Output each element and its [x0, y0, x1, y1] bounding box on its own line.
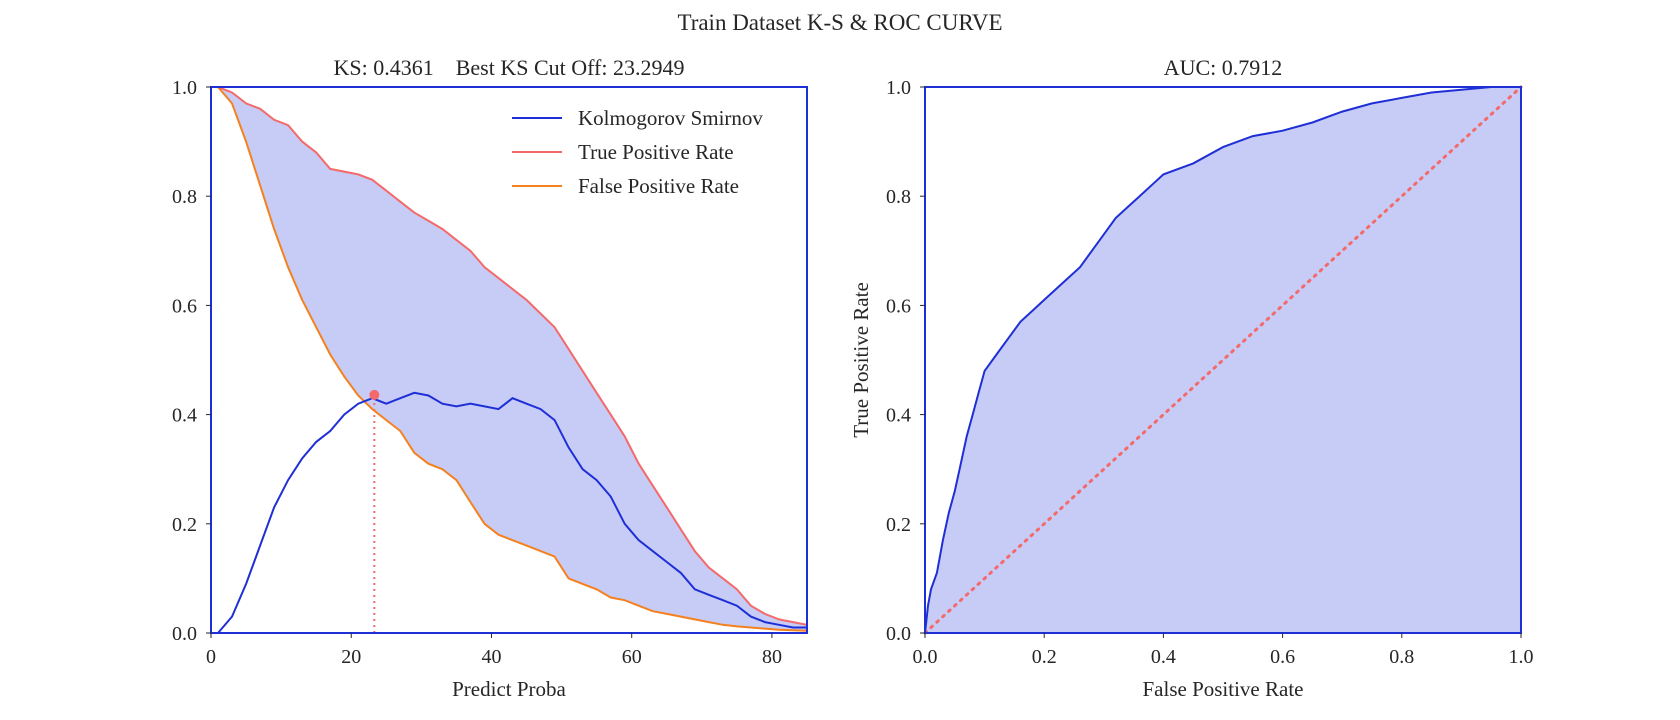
true-positive-rate-line [217, 86, 808, 626]
roc-y-tick-label: 0.0 [886, 623, 911, 645]
false-positive-rate-line [217, 86, 808, 632]
roc-plot-frame [924, 86, 1522, 634]
ks-fill-layer [218, 87, 807, 631]
ks-chart-title: KS: 0.4361 Best KS Cut Off: 23.2949 [333, 55, 684, 80]
roc-x-axis-label: False Positive Rate [1143, 677, 1304, 701]
roc-chart-title: AUC: 0.7912 [1164, 55, 1283, 80]
legend-entry: Kolmogorov Smirnov [578, 106, 763, 130]
roc-y-tick-label: 0.2 [886, 514, 911, 536]
ks-y-tick-label: 0.6 [172, 295, 197, 317]
tpr-fpr-fill-area [218, 87, 807, 631]
roc-y-tick-label: 1.0 [886, 77, 911, 99]
best-ks-marker [369, 389, 380, 400]
ks-y-tick-label: 0.8 [172, 186, 197, 208]
ks-y-tick-label: 0.4 [172, 405, 197, 427]
figure-suptitle: Train Dataset K-S & ROC CURVE [677, 10, 1002, 35]
roc-x-tick-label: 0.4 [1151, 646, 1176, 668]
ks-x-tick-label: 20 [341, 646, 361, 668]
roc-chart-panel: AUC: 0.7912 0.0 0.2 0.4 0.6 0.8 1.0 0.0 0.2 0.4… [849, 55, 1534, 701]
ks-y-tick-label: 1.0 [172, 77, 197, 99]
ks-x-tick-label: 0 [206, 646, 216, 668]
roc-y-tick-label: 0.8 [886, 186, 911, 208]
ks-plot-frame [210, 86, 808, 634]
roc-y-axis-label: True Positive Rate [849, 282, 873, 438]
ks-y-tick-label: 0.0 [172, 623, 197, 645]
ks-chart-panel: KS: 0.4361 Best KS Cut Off: 23.2949 0 20 4… [172, 55, 808, 701]
roc-x-tick-label: 0.8 [1389, 646, 1414, 668]
roc-x-tick-label: 1.0 [1509, 646, 1534, 668]
roc-x-tick-label: 0.6 [1270, 646, 1295, 668]
ks-x-axis-label: Predict Proba [452, 677, 566, 701]
ks-lines-layer [217, 86, 808, 634]
ks-legend: Kolmogorov Smirnov True Positive Rate Fals… [512, 106, 763, 198]
legend-entry: True Positive Rate [578, 140, 734, 164]
roc-lines-layer [923, 85, 1523, 635]
roc-curve-line [924, 86, 1521, 634]
random-diagonal-line [923, 85, 1523, 635]
ks-x-ticks: 0 20 40 60 80 [206, 633, 782, 668]
roc-x-tick-label: 0.2 [1032, 646, 1057, 668]
roc-x-tick-label: 0.0 [913, 646, 938, 668]
ks-y-tick-label: 0.2 [172, 514, 197, 536]
ks-y-ticks: 0.0 0.2 0.4 0.6 0.8 1.0 [172, 77, 211, 645]
ks-x-tick-label: 60 [622, 646, 642, 668]
kolmogorov-smirnov-line [217, 391, 807, 634]
roc-y-ticks: 0.0 0.2 0.4 0.6 0.8 1.0 [886, 77, 925, 645]
ks-x-tick-label: 80 [762, 646, 782, 668]
roc-x-ticks: 0.0 0.2 0.4 0.6 0.8 1.0 [913, 633, 1534, 668]
legend-entry: False Positive Rate [578, 174, 739, 198]
roc-y-tick-label: 0.4 [886, 405, 911, 427]
ks-x-tick-label: 40 [481, 646, 501, 668]
roc-y-tick-label: 0.6 [886, 295, 911, 317]
